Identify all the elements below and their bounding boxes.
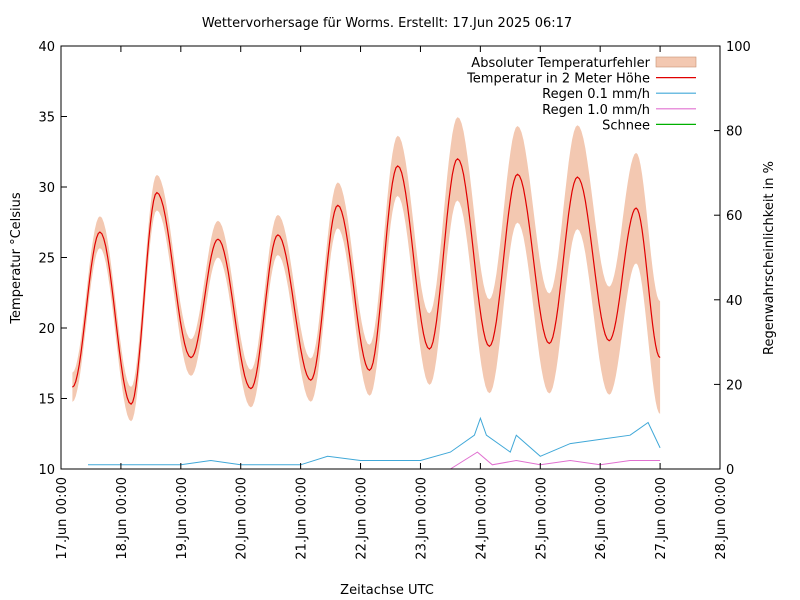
y-tick-label: 20 [38, 322, 55, 337]
y2-axis-label: Regenwahrscheinlichkeit in % [762, 161, 777, 355]
chart-title: Wettervorhersage für Worms. Erstellt: 17… [202, 16, 572, 31]
y-axis-label: Temperatur °Celsius [9, 192, 24, 325]
legend-label: Regen 0.1 mm/h [542, 87, 650, 102]
y2-tick-label: 20 [726, 378, 743, 393]
y-tick-label: 10 [38, 463, 55, 478]
y2-tick-label: 40 [726, 294, 743, 309]
y-axis-ticks: 10 15 20 25 30 35 40 [38, 40, 67, 478]
y-tick-label: 25 [38, 252, 55, 267]
error-band-layer [72, 117, 661, 422]
x-tick-label: 21.Jun 00:00 [295, 477, 310, 560]
y2-tick-label: 80 [726, 125, 743, 140]
x-tick-label: 26.Jun 00:00 [594, 477, 609, 560]
x-tick-label: 19.Jun 00:00 [175, 477, 190, 560]
error-band-area [72, 117, 661, 422]
x-tick-label: 17.Jun 00:00 [55, 477, 70, 560]
x-axis-ticks: 17.Jun 00:00 18.Jun 00:00 19.Jun 00:00 20.J… [55, 46, 729, 560]
y-tick-label: 35 [38, 111, 55, 126]
legend-label: Absoluter Temperaturfehler [471, 56, 650, 71]
x-tick-label: 22.Jun 00:00 [355, 477, 370, 560]
x-tick-label: 20.Jun 00:00 [235, 477, 250, 560]
x-tick-label: 18.Jun 00:00 [115, 477, 130, 560]
x-axis-label: Zeitachse UTC [340, 583, 434, 598]
y2-tick-label: 100 [726, 40, 751, 55]
rain-01-line [88, 416, 661, 466]
x-tick-label: 25.Jun 00:00 [534, 477, 549, 560]
x-tick-label: 23.Jun 00:00 [414, 477, 429, 560]
legend-swatch-box [655, 56, 697, 68]
y-tick-label: 40 [38, 40, 55, 55]
temperature-line [72, 157, 661, 405]
y2-axis-ticks: 0 20 40 60 80 100 [714, 40, 751, 478]
x-tick-label: 28.Jun 00:00 [714, 477, 729, 560]
legend-label: Schnee [602, 118, 650, 133]
legend-label: Regen 1.0 mm/h [542, 103, 650, 118]
x-tick-label: 24.Jun 00:00 [474, 477, 489, 560]
x-tick-label: 27.Jun 00:00 [654, 477, 669, 560]
y-tick-label: 30 [38, 181, 55, 196]
y2-tick-label: 0 [726, 463, 734, 478]
legend-label: Temperatur in 2 Meter Höhe [466, 72, 650, 87]
y2-tick-label: 60 [726, 209, 743, 224]
temperature-layer [72, 157, 661, 405]
y-tick-label: 15 [38, 393, 55, 408]
